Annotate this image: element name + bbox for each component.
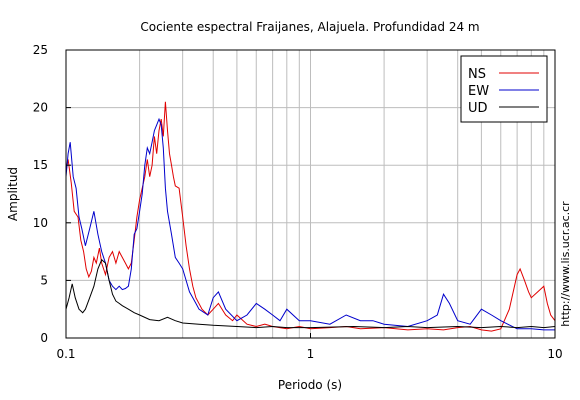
legend-label-ud: UD (468, 101, 488, 116)
y-tick-label: 0 (40, 331, 48, 345)
y-tick-label: 5 (40, 273, 48, 287)
legend: NS EW UD (460, 55, 548, 123)
x-tick-label: 1 (307, 347, 315, 361)
legend-label-ew: EW (468, 84, 489, 99)
legend-label-ns: NS (468, 67, 486, 82)
series-layer (65, 101, 556, 332)
x-tick-label: 0.1 (56, 347, 75, 361)
y-tick-label: 10 (33, 216, 48, 230)
x-tick-label: 10 (547, 347, 562, 361)
y-axis-label: Amplitud (6, 167, 20, 221)
series-line-ns (65, 101, 556, 332)
x-axis-label: Periodo (s) (278, 378, 342, 392)
legend-box (460, 55, 548, 123)
y-tick-label: 25 (33, 43, 48, 57)
source-credit: http://www.lis.ucr.ac.cr (559, 201, 572, 327)
series-line-ud (65, 258, 556, 329)
axis-ticks: 0.1 1 10 0 5 10 15 20 25 (33, 43, 563, 361)
y-tick-label: 20 (33, 101, 48, 115)
chart-title: Cociente espectral Fraijanes, Alajuela. … (140, 20, 479, 34)
y-tick-label: 15 (33, 158, 48, 172)
